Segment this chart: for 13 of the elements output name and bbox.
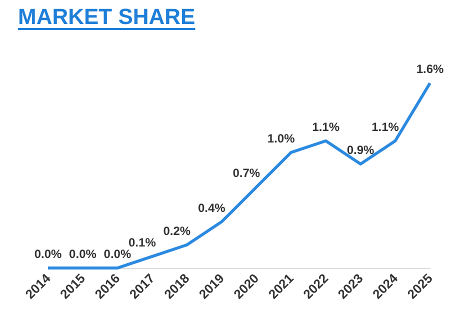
data-label: 1.1%	[312, 120, 340, 134]
chart-title: MARKET SHARE	[18, 4, 196, 30]
data-label: 1.0%	[267, 131, 296, 146]
data-label: 1.1%	[372, 120, 400, 134]
data-label: 0.2%	[163, 224, 191, 238]
data-label: 1.6%	[416, 62, 444, 76]
data-label: 0.9%	[346, 143, 375, 157]
data-label: 0.0%	[34, 247, 62, 261]
data-label: 0.4%	[198, 200, 226, 215]
data-label: 0.0%	[104, 247, 132, 261]
data-label: 0.0%	[69, 247, 97, 261]
data-label: 0.1%	[128, 235, 156, 250]
data-label: 0.7%	[232, 166, 260, 180]
